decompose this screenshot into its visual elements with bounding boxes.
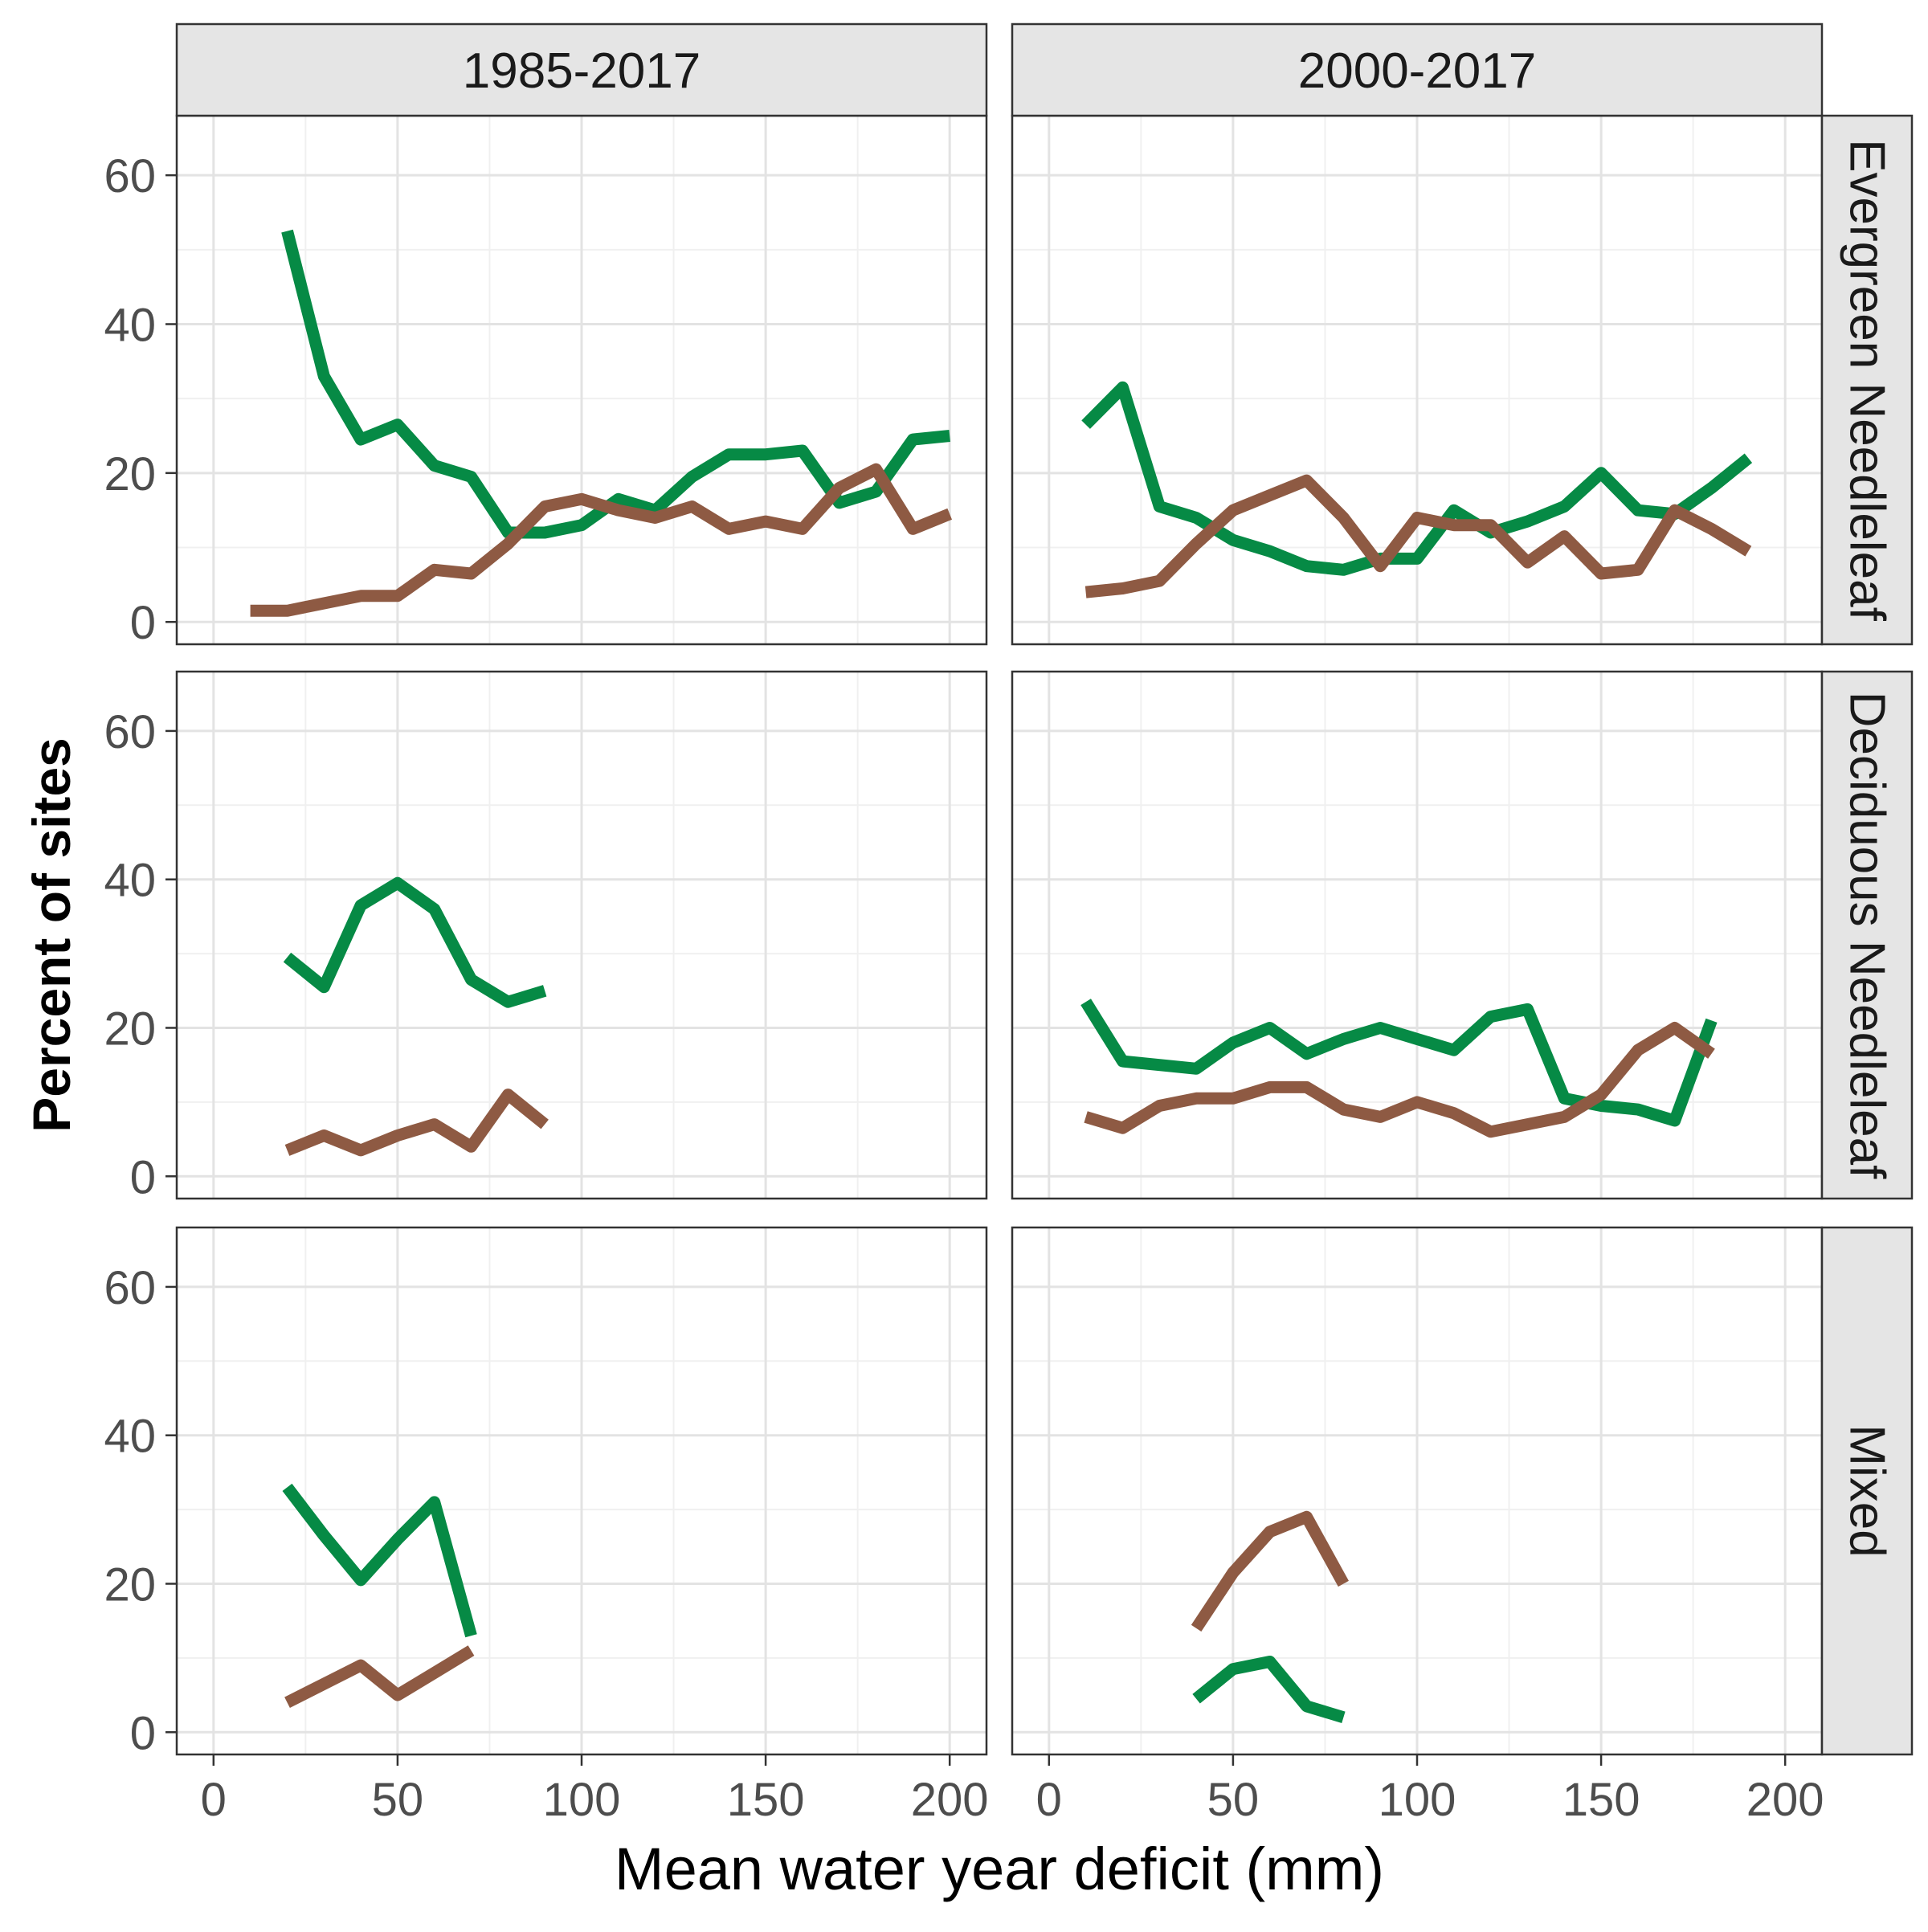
strip-background: [1820, 1226, 1914, 1756]
x-tick-label: 0: [201, 1774, 227, 1826]
series-line-green: [282, 1483, 477, 1638]
column-strip-2000-2017: 2000-2017: [1011, 22, 1824, 117]
panel-mixed-2000-2017: [1011, 1226, 1824, 1756]
y-tick-label: 40: [104, 1411, 156, 1463]
series-line-green: [1081, 381, 1753, 576]
x-tick-label: 200: [911, 1774, 989, 1826]
strip-background: [1011, 22, 1824, 117]
column-strip-label: 2000-2017: [1298, 43, 1537, 99]
y-tick-label: 40: [104, 299, 156, 351]
x-tick-label: 100: [1379, 1774, 1456, 1826]
y-axis-title: Percent of sites: [22, 737, 81, 1133]
column-strip-label: 1985-2017: [463, 43, 701, 99]
series-line-brown: [1191, 1510, 1349, 1632]
series-line-green: [1080, 999, 1718, 1127]
series-line-green: [1192, 1656, 1346, 1723]
series-line-green: [283, 876, 547, 1008]
y-tick-label: 0: [130, 1707, 156, 1759]
y-tick-label: 20: [104, 448, 156, 500]
series-line-brown: [1084, 474, 1752, 598]
panel-mixed-1985-2017: [175, 1226, 988, 1756]
column-strip-1985-2017: 1985-2017: [175, 22, 988, 117]
strip-background: [1820, 670, 1914, 1200]
series-line-brown: [284, 1645, 475, 1708]
x-tick-label: 50: [1207, 1774, 1260, 1826]
row-strip-label: Deciduous Needleleaf: [1840, 692, 1895, 1179]
row-strip-deciduous-needleleaf: Deciduous Needleleaf: [1820, 670, 1914, 1200]
panel-evergreen-needleleaf-2000-2017: [1011, 114, 1824, 646]
x-tick-label: 200: [1746, 1774, 1824, 1826]
x-tick-label: 150: [1562, 1774, 1640, 1826]
x-axis-title: Mean water year deficit (mm): [615, 1836, 1384, 1902]
panel-deciduous-needleleaf-1985-2017: [175, 670, 988, 1200]
series-line-brown: [250, 463, 953, 617]
panel-border: [175, 670, 988, 1200]
row-strip-mixed: Mixed: [1820, 1226, 1914, 1756]
x-tick-label: 100: [543, 1774, 621, 1826]
x-tick-label: 150: [727, 1774, 805, 1826]
x-tick-label: 50: [372, 1774, 424, 1826]
y-tick-label: 20: [104, 1558, 156, 1611]
row-strip-evergreen-needleleaf: Evergreen Needleleaf: [1820, 114, 1914, 646]
strip-background: [1820, 114, 1914, 646]
series-line-brown: [1084, 1022, 1715, 1138]
strip-background: [175, 22, 988, 117]
y-tick-label: 20: [104, 1003, 156, 1055]
series-line-green: [281, 229, 950, 539]
panel-deciduous-needleleaf-2000-2017: [1011, 670, 1824, 1200]
y-tick-label: 0: [130, 597, 156, 649]
y-tick-label: 60: [104, 150, 156, 202]
y-tick-label: 40: [104, 855, 156, 907]
panel-evergreen-needleleaf-1985-2017: [175, 114, 988, 646]
y-tick-label: 60: [104, 1262, 156, 1314]
row-strip-label: Mixed: [1840, 1424, 1895, 1557]
x-tick-label: 0: [1036, 1774, 1062, 1826]
row-strip-label: Evergreen Needleleaf: [1840, 139, 1895, 621]
series-line-brown: [284, 1089, 549, 1157]
y-tick-label: 0: [130, 1151, 156, 1203]
y-tick-label: 60: [104, 706, 156, 758]
